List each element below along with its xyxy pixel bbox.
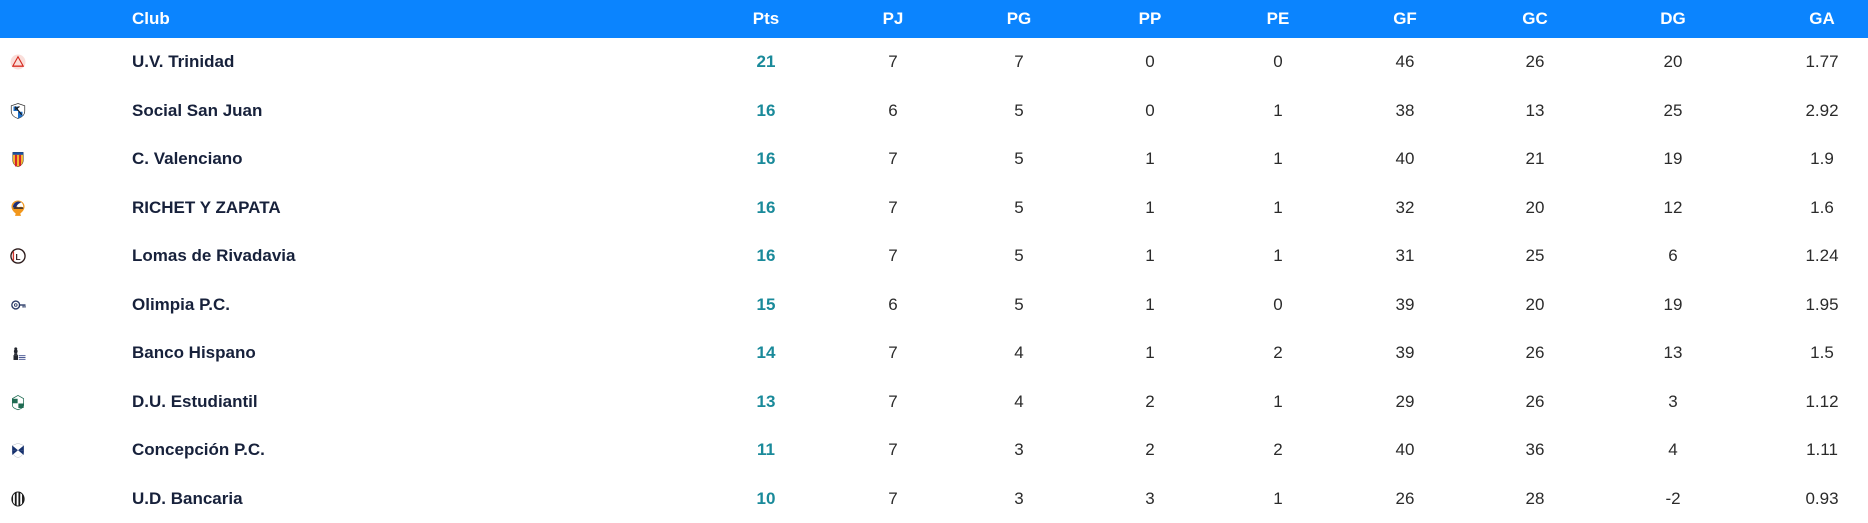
svg-text:L: L — [15, 253, 20, 262]
